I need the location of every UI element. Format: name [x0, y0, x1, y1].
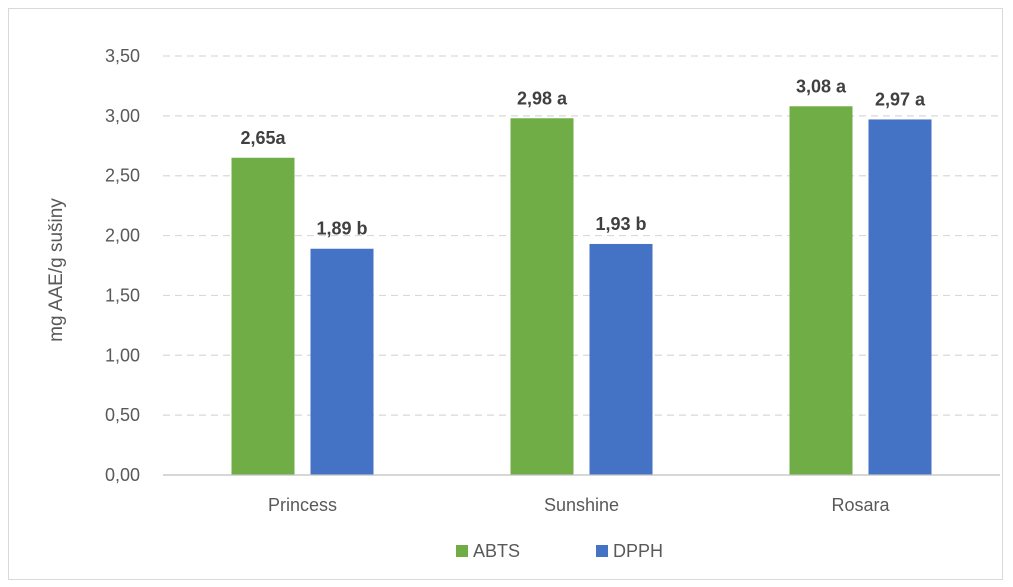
data-label: 2,65a	[240, 128, 286, 148]
y-tick-label: 1,50	[105, 285, 140, 305]
y-tick-label: 2,50	[105, 166, 140, 186]
data-label: 2,98 a	[517, 88, 568, 108]
y-tick-label: 0,50	[105, 405, 140, 425]
data-labels: 2,65a 1,89 b 2,98 a 1,93 b 3,08 a 2,97 a	[240, 76, 926, 238]
bar-abts-sunshine	[510, 118, 574, 475]
data-label: 1,93 b	[595, 214, 646, 234]
x-category-label: Princess	[268, 495, 337, 515]
legend-label-dpph: DPPH	[613, 541, 663, 561]
y-tick-label: 3,50	[105, 46, 140, 66]
legend-swatch-abts	[456, 545, 468, 557]
gridlines	[163, 55, 1000, 416]
legend: ABTS DPPH	[456, 541, 663, 561]
legend-label-abts: ABTS	[473, 541, 520, 561]
y-tick-label: 3,00	[105, 106, 140, 126]
bar-abts-princess	[231, 157, 295, 475]
bars	[231, 106, 932, 475]
y-tick-label: 1,00	[105, 345, 140, 365]
x-category-label: Rosara	[831, 495, 890, 515]
bar-abts-rosara	[789, 106, 853, 475]
data-label: 2,97 a	[875, 89, 926, 109]
y-tick-label: 0,00	[105, 465, 140, 485]
x-axis-categories: Princess Sunshine Rosara	[268, 495, 891, 515]
data-label: 3,08 a	[796, 76, 847, 96]
legend-swatch-dpph	[596, 545, 608, 557]
bar-dpph-princess	[310, 248, 374, 475]
y-axis-ticks: 0,00 0,50 1,00 1,50 2,00 2,50 3,00 3,50	[105, 46, 140, 485]
bar-dpph-rosara	[868, 119, 932, 475]
data-label: 1,89 b	[316, 219, 367, 239]
bar-dpph-sunshine	[589, 243, 653, 475]
y-tick-label: 2,00	[105, 226, 140, 246]
y-axis-label: mg AAE/g sušiny	[46, 198, 67, 342]
x-category-label: Sunshine	[544, 495, 619, 515]
